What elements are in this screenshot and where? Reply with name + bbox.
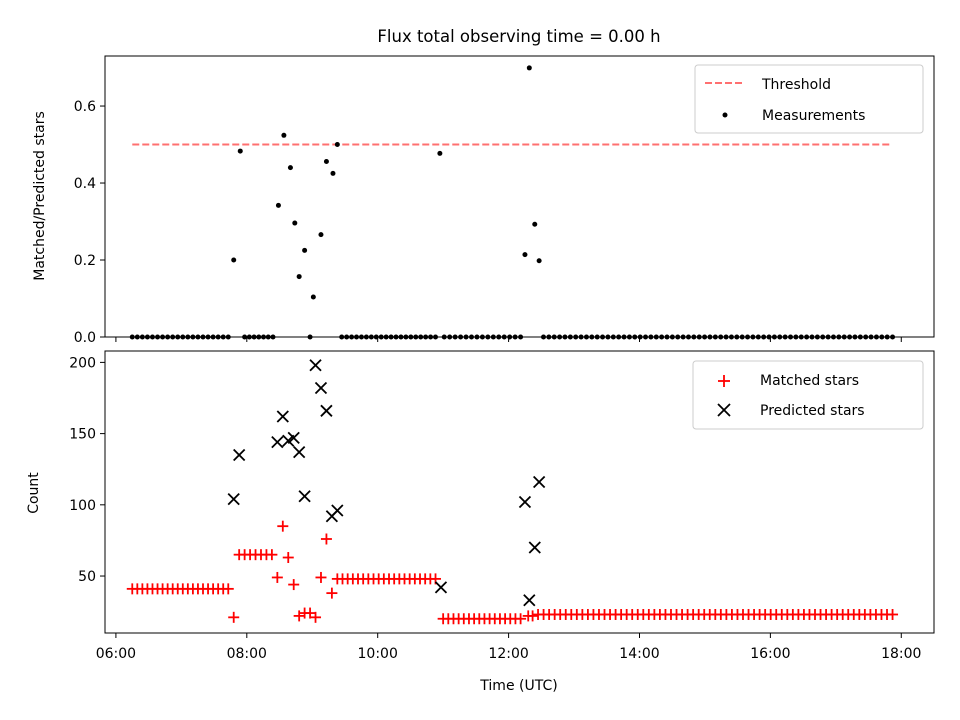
predicted-star-point xyxy=(523,594,536,607)
bottom-plot-frame xyxy=(104,350,935,634)
measurement-point xyxy=(437,150,443,156)
measurement-point xyxy=(302,247,308,253)
measurement-point xyxy=(292,220,298,226)
legend-measurements-label: Measurements xyxy=(762,108,865,124)
bottom-y-axis-label: Count xyxy=(26,472,42,514)
measurement-point xyxy=(275,202,281,208)
measurement-point xyxy=(318,232,324,238)
bottom-x-tick-label: 06:00 xyxy=(96,646,136,662)
bottom-y-tick-label: 200 xyxy=(69,355,96,371)
matched-star-point xyxy=(515,613,527,625)
top-chart-title: Flux total observing time = 0.00 h xyxy=(377,27,660,46)
bottom-legend: Matched stars Predicted stars xyxy=(692,360,924,430)
top-y-tick-label: 0.2 xyxy=(74,253,96,269)
measurement-point xyxy=(334,142,340,148)
matched-star-point xyxy=(527,610,539,622)
bottom-x-tick-label: 18:00 xyxy=(881,646,921,662)
matched-star-point xyxy=(315,571,327,583)
measurement-point xyxy=(536,258,542,264)
predicted-star-point xyxy=(532,475,546,489)
top-legend-box xyxy=(694,64,924,134)
top-y-tick-label: 0.4 xyxy=(74,176,96,192)
measurement-point xyxy=(330,170,336,176)
measurement-point xyxy=(522,252,528,258)
bottom-x-tick-label: 16:00 xyxy=(750,646,790,662)
legend-threshold-label: Threshold xyxy=(761,77,831,93)
predicted-star-point xyxy=(528,541,541,554)
bottom-x-tick-label: 14:00 xyxy=(619,646,659,662)
matched-star-point xyxy=(222,583,234,595)
measurement-point xyxy=(281,132,287,138)
bottom-x-axis-label: Time (UTC) xyxy=(479,678,557,694)
top-plot-frame xyxy=(104,55,935,338)
bottom-y-tick-label: 100 xyxy=(69,498,96,514)
measurement-point xyxy=(296,274,302,280)
bottom-x-tick-label: 10:00 xyxy=(358,646,398,662)
bottom-axis-ticks: 50 100 150 200 06:00 08:00 10:00 12:00 14:00 16:0… xyxy=(69,355,921,662)
legend-matched-swatch xyxy=(718,375,730,387)
bottom-y-tick-label: 150 xyxy=(69,427,96,443)
matched-star-point xyxy=(288,579,300,591)
matched-star-point xyxy=(320,533,332,545)
predicted-star-point xyxy=(331,504,344,517)
bottom-x-tick-label: 08:00 xyxy=(227,646,267,662)
top-axis-ticks: 0.0 0.2 0.4 0.6 xyxy=(74,99,902,346)
matched-star-point xyxy=(887,608,899,620)
matched-star-point xyxy=(310,611,322,623)
legend-matched-label: Matched stars xyxy=(760,373,859,389)
predicted-star-point xyxy=(227,492,240,506)
predicted-star-point xyxy=(276,410,289,423)
matched-star-point xyxy=(282,552,294,564)
predicted-star-point xyxy=(434,581,448,594)
predicted-star-point xyxy=(293,445,306,459)
measurement-point xyxy=(237,148,243,154)
measurement-point xyxy=(231,257,237,263)
measurement-point xyxy=(526,65,532,71)
matched-star-point xyxy=(266,549,278,561)
matched-star-point xyxy=(277,520,289,532)
bottom-legend-box xyxy=(692,360,924,430)
top-y-tick-label: 0.6 xyxy=(74,99,96,115)
predicted-star-point xyxy=(518,495,532,509)
legend-predicted-swatch xyxy=(717,403,731,417)
measurement-point xyxy=(287,165,293,171)
top-y-tick-label: 0.0 xyxy=(74,330,96,346)
predicted-star-point xyxy=(287,431,300,445)
measurement-point xyxy=(532,221,538,227)
matched-star-point xyxy=(228,611,240,623)
predicted-star-point xyxy=(233,448,246,462)
bottom-x-tick-label: 12:00 xyxy=(488,646,528,662)
predicted-star-point xyxy=(298,490,311,503)
measurement-point xyxy=(323,158,329,164)
matched-star-point xyxy=(326,587,338,599)
bottom-y-tick-label: 50 xyxy=(78,569,96,585)
predicted-star-point xyxy=(320,404,333,417)
top-y-axis-label: Matched/Predicted stars xyxy=(32,111,48,281)
matched-star-point xyxy=(271,571,283,583)
predicted-star-point xyxy=(314,381,328,395)
predicted-star-point xyxy=(271,436,284,449)
top-legend: Threshold Measurements xyxy=(694,64,924,134)
predicted-star-point xyxy=(309,359,322,372)
legend-predicted-label: Predicted stars xyxy=(760,403,865,419)
legend-measurements-swatch xyxy=(722,112,728,118)
measurement-point xyxy=(310,294,316,300)
bottom-plot-area xyxy=(126,359,899,625)
